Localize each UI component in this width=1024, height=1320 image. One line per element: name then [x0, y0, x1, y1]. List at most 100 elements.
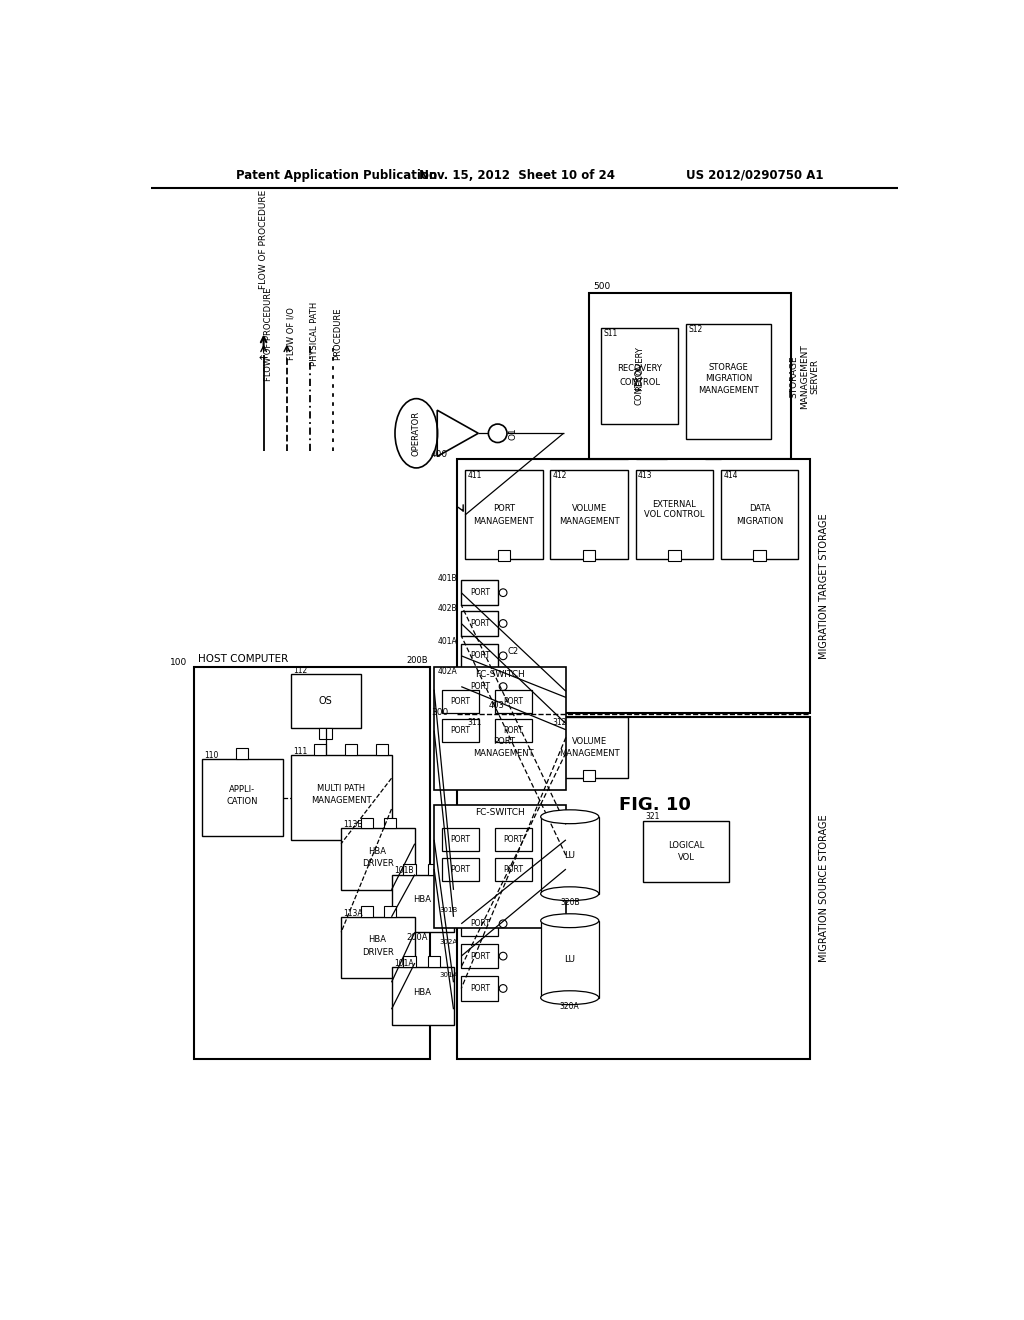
Text: FC-SWITCH: FC-SWITCH — [475, 669, 525, 678]
Bar — [360, 906, 373, 917]
Text: PORT: PORT — [470, 983, 489, 993]
Text: 401B: 401B — [437, 574, 458, 582]
Text: RECOVERY: RECOVERY — [635, 346, 644, 391]
Text: Nov. 15, 2012  Sheet 10 of 24: Nov. 15, 2012 Sheet 10 of 24 — [419, 169, 614, 182]
Bar — [461, 944, 499, 969]
Text: VOLUME: VOLUME — [571, 504, 606, 513]
Text: 320B: 320B — [560, 899, 580, 907]
Bar — [636, 470, 713, 558]
Text: HOST COMPUTER: HOST COMPUTER — [198, 653, 288, 664]
Text: DRIVER: DRIVER — [361, 948, 393, 957]
Bar — [442, 858, 479, 880]
Bar — [721, 470, 799, 558]
Text: S12: S12 — [688, 325, 702, 334]
Bar — [345, 744, 357, 755]
Bar — [589, 293, 791, 459]
Bar — [495, 719, 531, 742]
Text: 110: 110 — [204, 751, 218, 759]
Text: 403: 403 — [488, 701, 504, 710]
Text: MANAGEMENT: MANAGEMENT — [559, 516, 620, 525]
Text: 311: 311 — [467, 718, 482, 726]
Bar — [194, 667, 430, 1059]
Bar — [541, 817, 599, 894]
Text: LU: LU — [564, 851, 575, 859]
Ellipse shape — [541, 913, 599, 928]
Text: MIGRATION: MIGRATION — [736, 516, 783, 525]
Text: PORT: PORT — [451, 726, 470, 735]
Bar — [461, 911, 499, 936]
Text: MANAGEMENT: MANAGEMENT — [559, 750, 620, 758]
Ellipse shape — [541, 887, 599, 900]
Bar — [236, 748, 248, 759]
Text: C2: C2 — [508, 647, 519, 656]
Bar — [498, 550, 510, 561]
Bar — [461, 644, 499, 668]
Bar — [403, 863, 416, 875]
Text: PORT: PORT — [451, 865, 470, 874]
Text: 412: 412 — [553, 471, 567, 480]
Bar — [314, 744, 327, 755]
Bar — [442, 719, 479, 742]
Bar — [391, 966, 454, 1024]
Text: OS: OS — [318, 696, 333, 706]
Text: 301A: 301A — [439, 972, 458, 978]
Text: S11: S11 — [603, 329, 617, 338]
Bar — [583, 770, 595, 780]
Text: 113B: 113B — [343, 820, 362, 829]
Bar — [376, 744, 388, 755]
Bar — [643, 821, 729, 882]
Text: PORT: PORT — [470, 589, 489, 597]
Bar — [461, 581, 499, 605]
Bar — [541, 921, 599, 998]
Text: 112: 112 — [293, 667, 307, 675]
Bar — [319, 729, 332, 739]
Bar — [495, 858, 531, 880]
Bar — [458, 459, 810, 713]
Bar — [669, 550, 681, 561]
Text: 401A: 401A — [437, 636, 458, 645]
Text: MANAGEMENT: MANAGEMENT — [473, 516, 535, 525]
Bar — [428, 863, 440, 875]
Bar — [495, 689, 531, 713]
Bar — [442, 689, 479, 713]
Bar — [434, 805, 566, 928]
Text: MIGRATION TARGET STORAGE: MIGRATION TARGET STORAGE — [819, 513, 829, 659]
Bar — [583, 550, 595, 561]
Text: 300: 300 — [431, 709, 449, 717]
Text: PORT: PORT — [470, 919, 489, 928]
Ellipse shape — [541, 810, 599, 824]
Bar — [465, 470, 543, 558]
Text: HBA: HBA — [414, 895, 431, 904]
Text: US 2012/0290750 A1: US 2012/0290750 A1 — [686, 169, 823, 182]
Text: PORT: PORT — [493, 504, 515, 513]
Text: 312: 312 — [553, 718, 567, 726]
Text: 200A: 200A — [407, 933, 428, 942]
Bar — [458, 717, 810, 1059]
Text: STORAGE
MANAGEMENT
SERVER: STORAGE MANAGEMENT SERVER — [790, 345, 819, 409]
Text: 411: 411 — [467, 471, 482, 480]
Text: 321: 321 — [646, 812, 660, 821]
Text: FLOW OF PROCEDURE: FLOW OF PROCEDURE — [259, 190, 268, 289]
Bar — [442, 829, 479, 851]
Text: LU: LU — [564, 954, 575, 964]
Text: MANAGEMENT: MANAGEMENT — [473, 750, 535, 758]
Text: 413: 413 — [638, 471, 652, 480]
Text: DRIVER: DRIVER — [361, 859, 393, 869]
Text: 111: 111 — [293, 747, 307, 756]
Text: PORT: PORT — [503, 726, 523, 735]
Text: 320A: 320A — [560, 1002, 580, 1011]
Text: 200B: 200B — [407, 656, 428, 665]
Text: 414: 414 — [723, 471, 737, 480]
Text: MANAGEMENT: MANAGEMENT — [311, 796, 372, 805]
Text: HBA: HBA — [369, 847, 386, 855]
Text: O1: O1 — [509, 426, 518, 440]
Text: MIGRATION SOURCE STORAGE: MIGRATION SOURCE STORAGE — [819, 814, 829, 962]
Bar — [403, 956, 416, 966]
Text: DATA: DATA — [749, 504, 770, 513]
Text: PROCEDURE: PROCEDURE — [334, 308, 342, 360]
Text: PORT: PORT — [503, 836, 523, 845]
Bar — [495, 829, 531, 851]
Text: CONTROL: CONTROL — [635, 363, 644, 404]
Text: EXTERNAL: EXTERNAL — [652, 500, 696, 508]
Text: VOL: VOL — [678, 853, 694, 862]
